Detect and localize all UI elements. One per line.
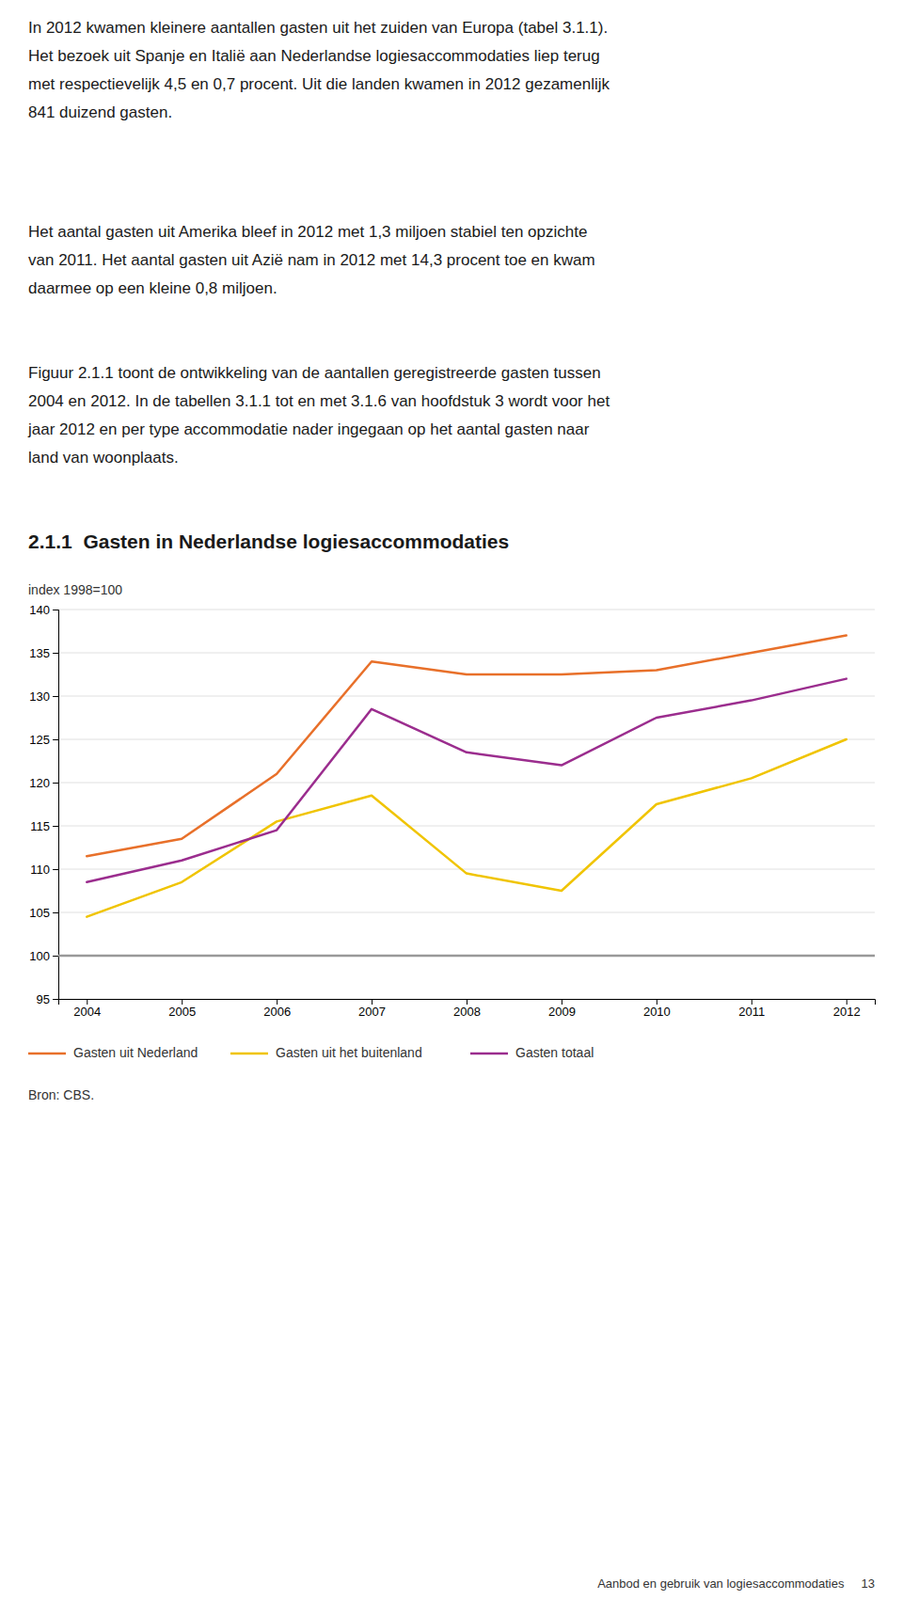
x-tick: 2008 <box>453 998 481 1019</box>
y-tick-label: 105 <box>29 905 50 920</box>
x-tick: 2005 <box>168 998 196 1019</box>
x-tick-label: 2010 <box>643 1004 671 1019</box>
y-tick-label: 120 <box>29 776 50 791</box>
y-axis: 95 100 105 110 115 120 125 130 135 140 <box>29 602 59 1007</box>
y-tick-mark <box>52 955 59 957</box>
grid-line <box>58 912 875 914</box>
y-tick-label: 95 <box>36 992 50 1007</box>
y-tick-mark <box>52 739 59 741</box>
y-tick: 140 <box>29 602 59 618</box>
y-tick-label: 130 <box>29 689 50 704</box>
y-tick: 105 <box>29 905 59 920</box>
y-tick-label: 110 <box>30 862 50 877</box>
y-tick: 120 <box>29 776 59 791</box>
y-tick: 115 <box>30 819 59 834</box>
legend-swatch <box>28 1052 66 1056</box>
x-tick: 2012 <box>833 998 861 1019</box>
x-tick-mark <box>846 998 848 1005</box>
x-tick-label: 2008 <box>453 1004 481 1019</box>
y-tick-mark <box>52 869 59 871</box>
legend-swatch <box>470 1052 508 1056</box>
x-tick-label: 2006 <box>263 1004 291 1019</box>
grid-line <box>58 739 875 741</box>
grid-line <box>58 955 875 957</box>
grid <box>58 609 875 999</box>
legend-swatch <box>230 1052 269 1056</box>
x-axis-line <box>59 999 876 1006</box>
legend-item: Gasten uit Nederland <box>28 1045 198 1061</box>
legend-label: Gasten uit het buitenland <box>275 1045 423 1061</box>
legend-label: Gasten totaal <box>515 1045 594 1061</box>
y-tick-label: 140 <box>29 602 50 618</box>
y-tick-mark <box>52 782 59 784</box>
paragraph: In 2012 kwamen kleinere aantallen gasten… <box>28 18 611 122</box>
y-tick: 110 <box>30 862 59 877</box>
legend: Gasten uit Nederland Gasten uit het buite… <box>28 1045 594 1061</box>
y-tick: 95 <box>36 992 59 1007</box>
x-tick-mark <box>466 998 468 1005</box>
y-tick: 135 <box>29 646 59 661</box>
reference-line <box>58 954 875 958</box>
source: Bron: CBS. <box>28 1087 95 1103</box>
x-tick-mark <box>656 998 658 1005</box>
y-tick: 100 <box>29 949 59 964</box>
x-tick-label: 2004 <box>73 1004 101 1019</box>
x-tick-mark <box>86 998 88 1005</box>
x-tick-mark <box>276 998 278 1005</box>
x-tick-mark <box>561 998 563 1005</box>
x-tick-label: 2009 <box>548 1004 576 1019</box>
y-tick-mark <box>52 912 59 914</box>
y-tick: 125 <box>29 732 59 747</box>
series-line <box>86 739 846 918</box>
page: In 2012 kwamen kleinere aantallen gasten… <box>0 0 903 1600</box>
series-line <box>86 635 846 857</box>
x-tick: 2007 <box>358 998 386 1019</box>
plot-marks <box>58 635 875 956</box>
series-line <box>86 679 846 883</box>
y-tick-mark <box>52 998 59 1000</box>
y-tick-label: 125 <box>29 732 50 747</box>
x-tick-label: 2005 <box>168 1004 196 1019</box>
y-tick-label: 115 <box>30 819 50 834</box>
title: 2.1.1 Gasten in Nederlandse logiesaccomm… <box>28 530 509 553</box>
y-tick-label: 100 <box>29 949 50 964</box>
y-tick: 130 <box>29 689 59 704</box>
x-tick-label: 2011 <box>738 1004 765 1019</box>
y-axis-line <box>52 610 60 1000</box>
x-tick: 2011 <box>738 998 765 1019</box>
paragraph: Het aantal gasten uit Amerika bleef in 2… <box>28 222 596 298</box>
y-tick-mark <box>52 696 59 698</box>
x-tick: 2006 <box>263 998 291 1019</box>
grid-line <box>58 696 875 698</box>
x-tick-mark <box>371 998 373 1005</box>
x-tick: 2010 <box>643 998 671 1019</box>
grid-line <box>58 609 875 611</box>
y-tick-mark <box>52 652 59 654</box>
y-tick-mark <box>52 825 59 827</box>
x-tick: 2009 <box>548 998 576 1019</box>
legend-label: Gasten uit Nederland <box>73 1045 198 1061</box>
x-tick-mark <box>751 998 753 1005</box>
x-axis: 2004 2005 2006 2007 2008 2009 2010 2011 2012 <box>59 998 876 1019</box>
page-footer: Aanbod en gebruik van logiesaccommodatie… <box>597 1576 875 1591</box>
chart: 2004 2005 2006 2007 2008 2009 2010 2011 2012 95 10… <box>29 602 875 1020</box>
grid-line <box>58 869 875 871</box>
y-tick-label: 135 <box>29 646 50 661</box>
legend-item: Gasten totaal <box>470 1045 594 1061</box>
legend-item: Gasten uit het buitenland <box>230 1045 423 1061</box>
grid-line <box>58 825 875 827</box>
x-tick-label: 2007 <box>358 1004 386 1019</box>
x-tick: 2004 <box>73 998 101 1019</box>
paragraph: Figuur 2.1.1 toont de ontwikkeling van d… <box>27 364 610 467</box>
x-tick-label: 2012 <box>833 1004 861 1019</box>
y-tick-mark <box>52 609 59 611</box>
grid-line <box>58 782 875 784</box>
x-tick-mark <box>181 998 183 1005</box>
subtitle: index 1998=100 <box>28 582 123 598</box>
